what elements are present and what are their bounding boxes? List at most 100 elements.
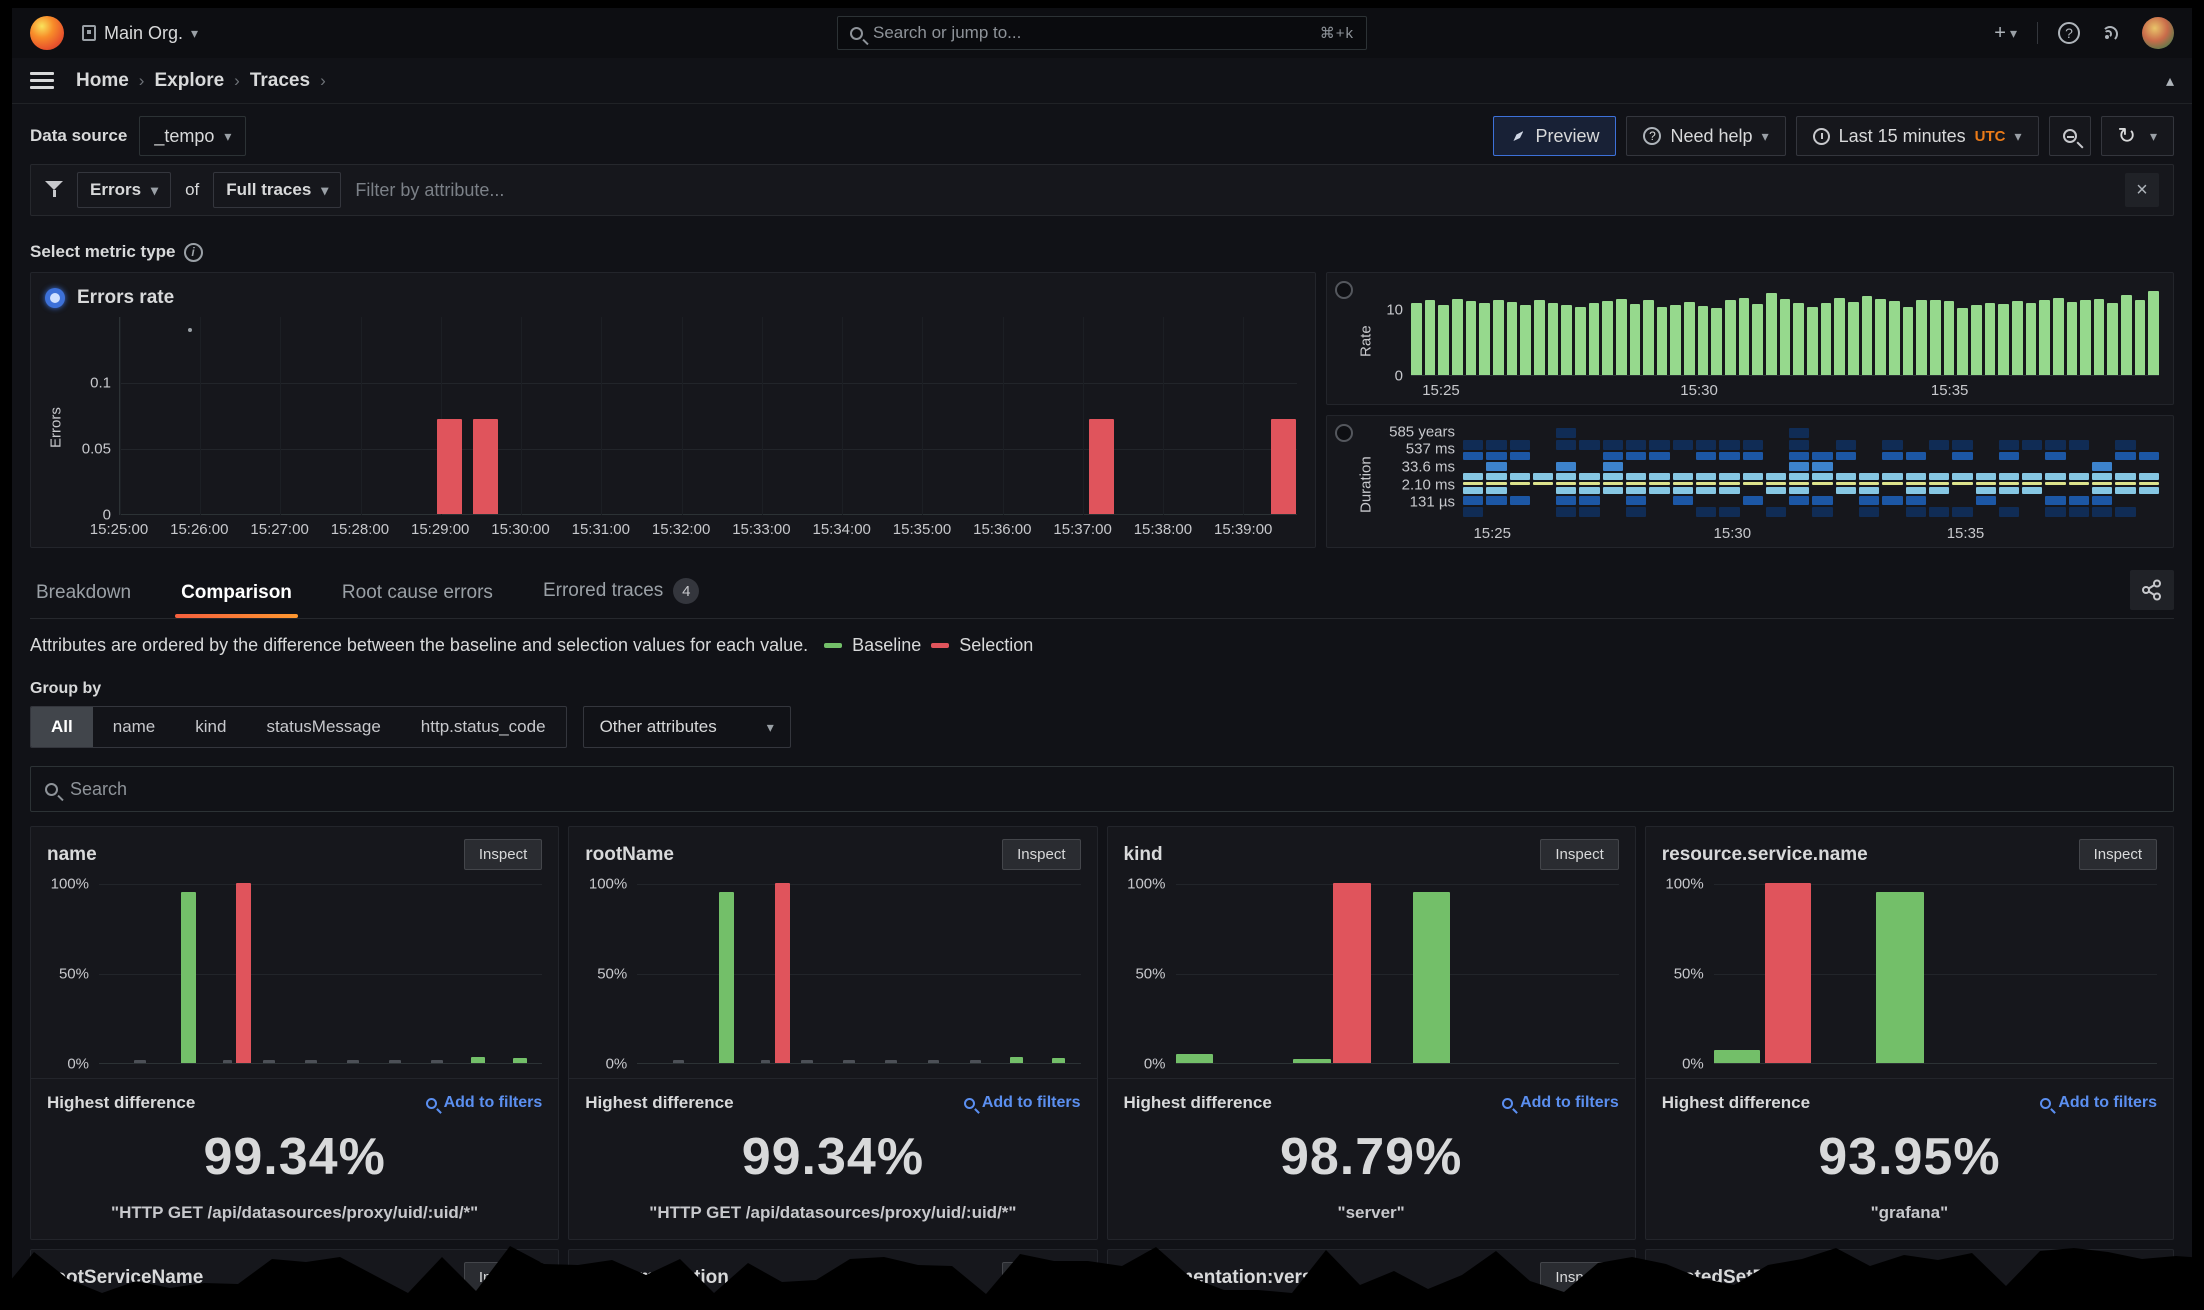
heatmap-cell <box>1533 496 1553 505</box>
inspect-button[interactable]: Inspect <box>463 1262 543 1293</box>
rate-bar <box>1793 303 1805 375</box>
rate-bar <box>1943 300 1955 375</box>
org-selector[interactable]: Main Org. ▾ <box>82 23 198 44</box>
need-help-button[interactable]: ? Need help ▾ <box>1626 116 1786 156</box>
heatmap-cell <box>1929 428 1949 438</box>
chevron-down-icon: ▾ <box>1761 127 1769 144</box>
mini-plot <box>1175 883 1619 1064</box>
info-icon[interactable]: i <box>183 242 203 262</box>
errors-y-ticks: 0 0.05 0.1 <box>67 317 119 523</box>
filter-secondary-select[interactable]: Full traces ▾ <box>213 172 342 208</box>
group-by-option-statusmessage[interactable]: statusMessage <box>266 717 381 736</box>
heatmap-cell <box>1626 462 1646 471</box>
inspect-button[interactable]: Inspect <box>1540 839 1619 870</box>
heatmap-column <box>1695 428 1717 517</box>
heatmap-cell <box>1859 462 1879 471</box>
breadcrumb-item[interactable]: Home <box>76 69 129 91</box>
duration-radio[interactable] <box>1335 424 1353 442</box>
gridline <box>99 1063 543 1064</box>
group-by-option-kind[interactable]: kind <box>195 717 227 736</box>
rate-bar <box>1820 302 1832 375</box>
inspect-button[interactable]: Inspect <box>1002 839 1081 870</box>
tab-root-cause-errors[interactable]: Root cause errors <box>336 572 499 618</box>
news-button[interactable] <box>2100 22 2122 44</box>
card-top: name Inspect 100% 50% 0% <box>31 827 558 1073</box>
add-to-filters-link[interactable]: Add to filters <box>1502 1094 1619 1112</box>
add-to-filters-link[interactable]: Add to filters <box>2040 1094 2157 1112</box>
other-attributes-select[interactable]: Other attributes ▾ <box>582 706 791 748</box>
add-filter-icon <box>425 1097 437 1109</box>
heatmap-column <box>1812 428 1833 517</box>
inspect-button[interactable]: Inspect <box>463 839 543 870</box>
y-tick: 0% <box>67 1055 89 1073</box>
y-tick: 50% <box>1135 965 1166 983</box>
tab-errored-traces[interactable]: Errored traces 4 <box>537 568 705 618</box>
heatmap-cell <box>2115 507 2136 517</box>
gridline <box>120 514 1297 515</box>
heatmap-cell <box>1463 473 1484 480</box>
preview-button[interactable]: Preview <box>1493 116 1617 156</box>
zoom-out-button[interactable] <box>2048 116 2091 156</box>
heatmap-cell <box>2022 507 2042 516</box>
attribute-search-input[interactable]: Search <box>30 766 2174 812</box>
heatmap-cell <box>1812 473 1833 480</box>
heatmap-cell <box>1882 481 1903 486</box>
add-button[interactable]: + ▾ <box>1994 21 2017 44</box>
gridline <box>120 448 1297 450</box>
grafana-logo-icon[interactable] <box>30 16 64 50</box>
hamburger-icon[interactable] <box>30 72 54 89</box>
filter-clear-button[interactable]: × <box>2125 173 2159 207</box>
y-tick: 131 µs <box>1409 493 1455 511</box>
gridline-vertical <box>120 317 121 515</box>
rate-radio[interactable] <box>1335 281 1353 299</box>
refresh-icon: ↻ <box>2117 123 2136 148</box>
heatmap-cell <box>1765 487 1787 494</box>
tab-label: Breakdown <box>36 582 132 603</box>
filter-primary-select[interactable]: Errors ▾ <box>77 172 172 208</box>
inspect-button[interactable]: Inspect <box>1002 1262 1081 1293</box>
group-by-option-name[interactable]: name <box>112 717 156 736</box>
collapse-chevron-up-icon[interactable]: ▴ <box>2165 72 2174 90</box>
breadcrumb-item[interactable]: Traces <box>249 69 311 91</box>
add-to-filters-label: Add to filters <box>2058 1094 2157 1111</box>
heatmap-cell <box>1602 451 1624 461</box>
card-top: nestedSetParentInspect100%50%0% <box>1646 1250 2173 1302</box>
help-button[interactable]: ? <box>2058 22 2080 44</box>
inspect-button[interactable]: Inspect <box>2078 839 2157 870</box>
group-by-option-all[interactable]: All <box>31 707 93 747</box>
heatmap-cell <box>1719 451 1740 461</box>
datasource-select[interactable]: _tempo ▾ <box>139 116 247 156</box>
series-value: "HTTP GET /api/datasources/proxy/uid/:ui… <box>649 1203 1017 1222</box>
x-tick: 15:35:00 <box>892 521 952 538</box>
heatmap-cell <box>1579 473 1600 480</box>
heatmap-cell <box>1556 440 1577 450</box>
heatmap-cell <box>1486 481 1507 486</box>
inspect-button[interactable]: Inspect <box>1540 1262 1619 1293</box>
add-to-filters-link[interactable]: Add to filters <box>425 1094 542 1112</box>
add-to-filters-link[interactable]: Add to filters <box>963 1094 1081 1112</box>
search-input[interactable]: Search or jump to... ⌘+k <box>837 16 1367 50</box>
breadcrumb-item[interactable]: Explore <box>154 69 225 91</box>
share-button[interactable] <box>2130 570 2174 610</box>
heatmap-cell <box>1463 428 1483 438</box>
heatmap-cell <box>1556 481 1577 486</box>
time-range-picker[interactable]: Last 15 minutes UTC ▾ <box>1795 116 2039 156</box>
series-value: "grafana" <box>1870 1203 1949 1222</box>
heatmap-cell <box>2045 481 2066 486</box>
refresh-button[interactable]: ↻ ▾ <box>2100 116 2174 156</box>
baseline-bar <box>389 1060 401 1063</box>
filter-attribute-input[interactable]: Filter by attribute... <box>355 179 505 200</box>
heatmap-cell <box>2068 496 2090 506</box>
tab-breakdown[interactable]: Breakdown <box>30 572 137 618</box>
highest-difference-row: Highest difference Add to filters <box>47 1093 542 1113</box>
card-header: instrumentation. Inspect <box>585 1262 1081 1293</box>
inspect-button[interactable]: Inspect <box>2078 1262 2157 1293</box>
tab-comparison[interactable]: Comparison <box>175 572 298 618</box>
errors-rate-option[interactable]: Errors rate <box>45 287 1297 309</box>
heatmap-column <box>1742 428 1763 517</box>
group-by-option-http.status_code[interactable]: http.status_code <box>420 717 546 736</box>
heatmap-column <box>1835 428 1857 517</box>
heatmap-cell <box>2139 462 2159 471</box>
baseline-bar <box>1175 1054 1214 1063</box>
avatar[interactable] <box>2142 17 2174 49</box>
